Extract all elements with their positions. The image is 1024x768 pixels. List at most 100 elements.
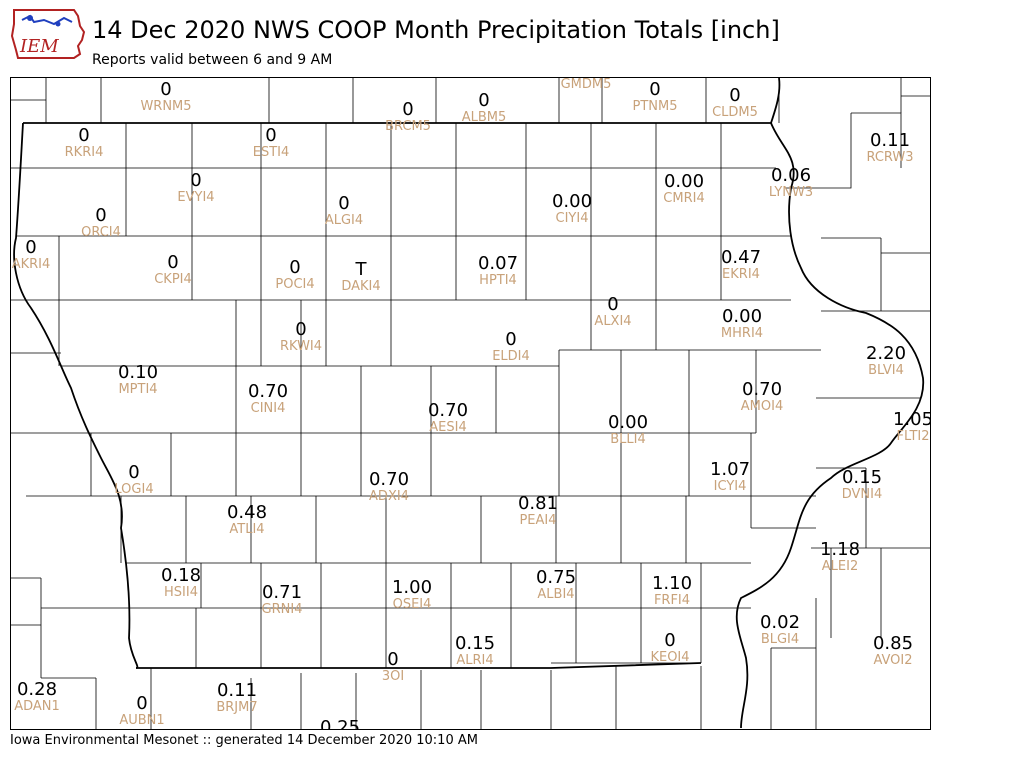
station-value: 0.70 (368, 469, 410, 490)
station-id: ALXI4 (594, 314, 632, 329)
station-value: 0 (649, 79, 661, 100)
station-value: 0.00 (663, 171, 705, 192)
station-cldm5: 0 CLDM5 (712, 86, 758, 120)
station-ekri4: 0.47 EKRI4 (721, 248, 761, 282)
station-value: 0 (25, 237, 37, 258)
station-rkri4: 0 RKRI4 (65, 126, 104, 160)
station-icyi4: 1.07 ICYI4 (710, 460, 750, 494)
station-id: AVOI2 (873, 653, 913, 668)
station-ciyi4: 0.00 CIYI4 (552, 192, 592, 226)
station-hpti4: 0.07 HPTI4 (478, 254, 518, 288)
station-value: 0.81 (517, 493, 559, 514)
station-id: AKRI4 (11, 257, 51, 272)
station-id: GMDM5 (560, 77, 612, 92)
station-value: 0 (136, 693, 148, 714)
map-subtitle: Reports valid between 6 and 9 AM (92, 52, 333, 68)
station-id: ATLI4 (229, 522, 265, 537)
station-id: AESI4 (429, 420, 467, 435)
station-id: ESTI4 (252, 145, 290, 160)
station-id: PEAI4 (519, 513, 557, 528)
station-value: 1.18 (819, 539, 861, 560)
station-value: 0.70 (247, 381, 289, 402)
station-id: ALBI4 (537, 587, 575, 602)
station-id: CIYI4 (555, 211, 589, 226)
station-adxi4: 0.70 ADXI4 (369, 470, 409, 504)
station-value: 0.48 (226, 502, 268, 523)
station-value: 0 (190, 170, 202, 191)
logo-text: IEM (19, 36, 59, 57)
station-keoi4: 0 KEOI4 (650, 631, 689, 665)
station-evyi4: 0 EVYI4 (177, 171, 214, 205)
station-id: LOGI4 (114, 482, 154, 497)
station-id: RCRW3 (866, 150, 914, 165)
station-value: 1.07 (709, 459, 751, 480)
station-value: 0 (95, 205, 107, 226)
station-value: 0 (160, 79, 172, 100)
station-id: MPTI4 (118, 382, 158, 397)
station-value: 0.02 (759, 612, 801, 633)
station-value: 0.18 (160, 565, 202, 586)
station-blgi4: 0.02 BLGI4 (760, 613, 800, 647)
station-rcrw3: 0.11 RCRW3 (866, 131, 913, 165)
station-value: 0.71 (261, 582, 303, 603)
station-flti2: 1.05 FLTI2 (892, 409, 931, 444)
station-value: 0 (607, 294, 619, 315)
station-id: LYNW3 (768, 185, 814, 200)
station-value: 0 (478, 90, 490, 111)
map-title: 14 Dec 2020 NWS COOP Month Precipitation… (92, 16, 780, 44)
station-algi4: 0 ALGI4 (325, 194, 363, 228)
station-cini4: 0.70 CINI4 (248, 382, 288, 416)
station-value: 0 (289, 257, 301, 278)
station-aubn1: 0 AUBN1 (119, 694, 164, 728)
station-value: 2.20 (865, 343, 907, 364)
station-value: 0.11 (869, 130, 911, 151)
station-value: 0.11 (216, 680, 258, 701)
iem-logo: IEM (10, 9, 86, 59)
station-akri4: 0 AKRI4 (12, 238, 51, 272)
footer-credit: Iowa Environmental Mesonet :: generated … (10, 733, 478, 748)
station-brcm5: 0 BRCM5 (385, 100, 431, 134)
station-frfi4: 1.10 FRFI4 (652, 574, 692, 608)
station-avoi2: 0.85 AVOI2 (873, 634, 913, 668)
station-ptnm5: 0 PTNM5 (633, 80, 678, 114)
station-value: 0.28 (16, 679, 58, 700)
station-ckpi4: 0 CKPI4 (154, 253, 192, 287)
station-mhri4: 0.00 MHRI4 (721, 307, 763, 341)
station-brjm7: 0.11 BRJM7 (216, 681, 257, 715)
station-id: WRNM5 (140, 99, 192, 114)
station-value: 1.05 (892, 409, 931, 430)
station-3oi: 0 3OI (382, 650, 404, 684)
station-amoi4: 0.70 AMOI4 (741, 380, 783, 414)
station-id: FLTI2 (896, 429, 930, 444)
station-id: KEOI4 (650, 650, 690, 665)
station-orci4: 0 ORCI4 (81, 206, 121, 240)
station-id: GRNI4 (261, 602, 303, 617)
station-logi4: 0 LOGI4 (114, 463, 153, 497)
station-id: EVYI4 (177, 190, 215, 205)
station-alxi4: 0 ALXI4 (594, 295, 631, 329)
station-eldi4: 0 ELDI4 (492, 330, 530, 364)
station-albi4: 0.75 ALBI4 (536, 568, 576, 602)
station-alri4: 0.15 ALRI4 (455, 634, 495, 668)
station-id: BLGI4 (760, 632, 800, 647)
station-poci4: 0 POCI4 (275, 258, 314, 292)
station-id: ICYI4 (713, 479, 747, 494)
station-id: RKWI4 (279, 339, 323, 354)
station-id: CLDM5 (712, 105, 758, 120)
station-id: ALBM5 (461, 110, 507, 125)
station-id: RKRI4 (64, 145, 104, 160)
station-id: HPTI4 (479, 273, 517, 288)
station-wrnm5: 0 WRNM5 (140, 80, 191, 114)
station-value: 0.00 (551, 191, 593, 212)
station-id: CINI4 (250, 401, 286, 416)
station-id: AMOI4 (740, 399, 784, 414)
station-blli4: 0.00 BLLI4 (608, 413, 648, 447)
station-id: BLVI4 (868, 363, 904, 378)
station-id: POCI4 (275, 277, 315, 292)
station-aesi4: 0.70 AESI4 (428, 401, 468, 435)
station-id: MHRI4 (720, 326, 764, 341)
station-gmdm5: GMDM5 (561, 78, 612, 92)
station-id: ALEI2 (821, 559, 859, 574)
station-value: 0 (78, 125, 90, 146)
station-value: 0 (295, 319, 307, 340)
